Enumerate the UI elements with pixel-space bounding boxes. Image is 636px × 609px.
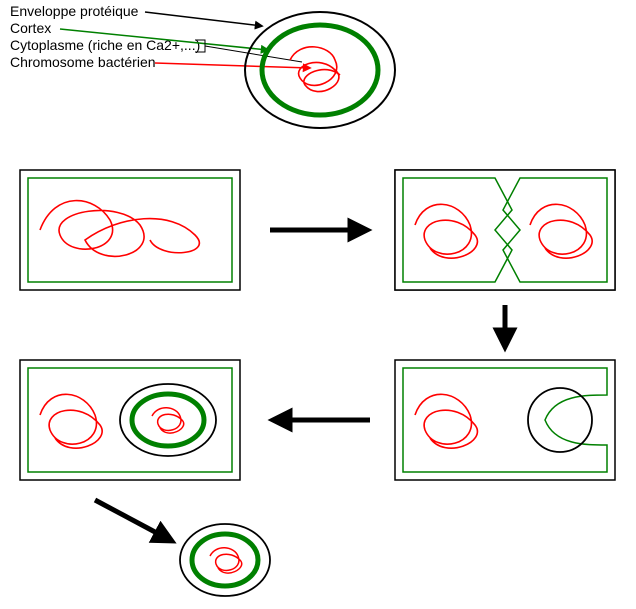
chromosome-stage3-left — [415, 394, 477, 448]
spore-stage4-cortex — [132, 394, 204, 446]
label-cortex: Cortex — [10, 20, 51, 36]
spore-top-chromosome — [290, 47, 340, 92]
chromosome-stage4-left — [40, 394, 102, 448]
spore-small-chromosome — [210, 548, 242, 573]
arrow-label-chromosome — [155, 63, 310, 68]
spore-released — [180, 524, 270, 596]
sporulation-diagram: Enveloppe protéique Cortex Cytoplasme (r… — [0, 0, 636, 609]
label-enveloppe: Enveloppe protéique — [10, 3, 139, 19]
chromosome-stage1 — [40, 201, 199, 257]
label-cytoplasme: Cytoplasme (riche en Ca2+,...) — [10, 37, 200, 53]
cell-stage1 — [20, 170, 240, 290]
cell-stage4 — [20, 360, 240, 480]
arrow-label-enveloppe — [145, 12, 262, 26]
prespore-circle — [528, 388, 592, 452]
label-chromosome: Chromosome bactérien — [10, 54, 156, 70]
cell-stage3 — [395, 360, 615, 480]
spore-small-cortex — [192, 534, 258, 586]
spore-stage4-chromosome — [152, 408, 184, 433]
cell-stage2 — [395, 170, 615, 290]
flow-arrow-4-5 — [95, 500, 170, 540]
